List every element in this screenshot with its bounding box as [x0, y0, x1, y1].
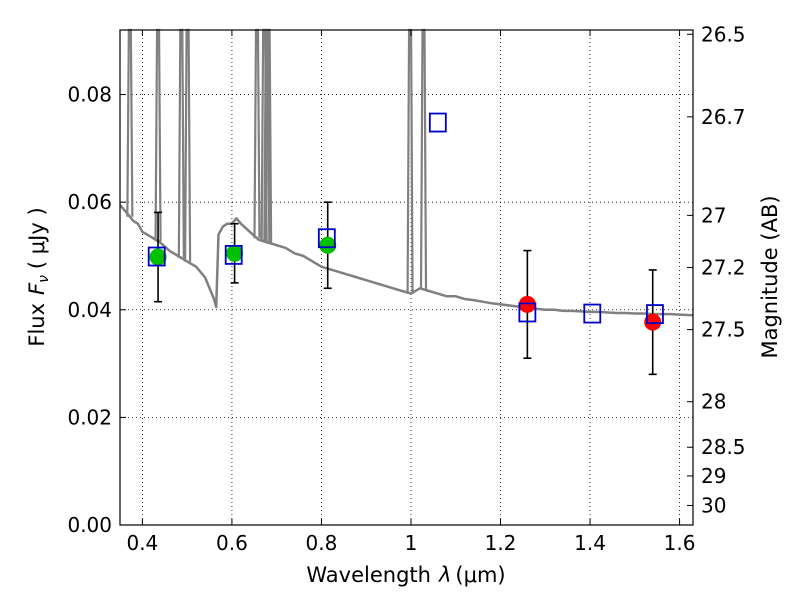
model-continuum	[119, 204, 694, 317]
model-band-square	[518, 302, 537, 323]
x-tick-label: 1.2	[485, 531, 517, 555]
y-tick-label: 0.04	[67, 298, 112, 322]
model-band-square	[646, 304, 664, 324]
y2-tick-label: 26.5	[701, 22, 746, 46]
emission-line	[177, 28, 185, 258]
y2-tick-label: 29	[701, 464, 726, 488]
model-band-square	[224, 245, 243, 265]
photometry-points	[147, 112, 664, 376]
y-tick-label: 0.02	[67, 405, 112, 429]
model-band-square	[428, 112, 447, 133]
y-tick-label: 0.08	[67, 83, 112, 107]
emission-line	[154, 28, 162, 242]
y-axis-label: FluxFν( μJy )	[25, 207, 52, 346]
photometry-point	[644, 313, 662, 331]
photometry-point	[226, 244, 244, 262]
y2-tick-label: 26.7	[701, 105, 746, 129]
emission-line	[419, 28, 428, 290]
photometry-point	[319, 236, 337, 254]
model-band-square	[583, 303, 602, 324]
model-band-square	[317, 228, 336, 249]
x-tick-label: 1	[405, 531, 418, 555]
emission-line	[253, 28, 261, 239]
plot-frame	[119, 29, 694, 526]
x-tick-label: 0.4	[126, 531, 158, 555]
photometry-point	[518, 295, 536, 313]
y2-tick-label: 27.2	[701, 255, 746, 279]
x-tick-label: 1.6	[664, 531, 696, 555]
y2-axis-label: Magnitude (AB)	[758, 195, 782, 358]
model-spectrum	[119, 28, 694, 317]
x-tick-label: 0.8	[306, 531, 338, 555]
emission-line	[183, 28, 192, 262]
y2-tick-label: 30	[701, 493, 726, 517]
y-tick-label: 0.00	[67, 513, 112, 537]
x-tick-label: 1.4	[574, 531, 606, 555]
grid-lines	[120, 30, 693, 526]
y-tick-label: 0.06	[67, 190, 112, 214]
axis-ticks: 0.4 0.6 0.8 1 1.2 1.4 1.6 0.00 0.02 0.04 0.06 0.08 2…	[67, 22, 745, 555]
emission-line	[406, 28, 414, 294]
x-tick-label: 0.6	[216, 531, 248, 555]
emission-line	[126, 28, 134, 217]
model-band-square	[147, 246, 166, 267]
y2-tick-label: 27	[701, 203, 726, 227]
photometry-point	[149, 248, 167, 266]
x-axis-label: Wavelength λ (μm)	[306, 563, 505, 587]
y2-tick-label: 28	[701, 390, 726, 414]
y2-tick-label: 28.5	[701, 435, 746, 459]
y2-tick-label: 27.5	[701, 318, 746, 342]
